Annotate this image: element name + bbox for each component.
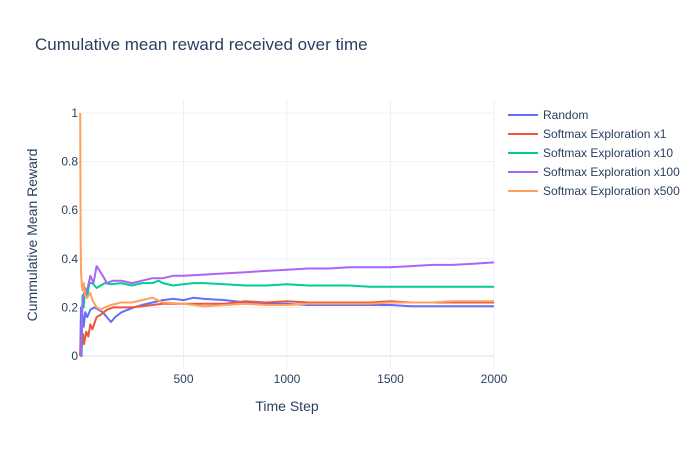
x-axis-title: Time Step [255,398,318,414]
y-tick-label: 0.4 [61,252,78,266]
legend-label: Random [543,108,588,122]
legend-item[interactable]: Softmax Exploration x1 [508,127,667,141]
y-tick-label: 0 [71,349,78,363]
y-axis-title: Cummulative Mean Reward [24,149,40,322]
grid [80,100,495,369]
x-tick-label: 1500 [377,372,404,386]
x-axis-ticks: 500 1000 1500 2000 [173,372,507,386]
series-line [79,296,494,357]
legend-item[interactable]: Softmax Exploration x100 [508,165,680,179]
x-tick-label: 1000 [274,372,301,386]
legend-item[interactable]: Softmax Exploration x500 [508,184,680,198]
legend-label: Softmax Exploration x1 [543,127,667,141]
series-lines [79,112,495,357]
y-tick-label: 1 [71,106,78,120]
x-tick-label: 2000 [481,372,508,386]
chart-title: Cumulative mean reward received over tim… [35,35,368,54]
x-tick-label: 500 [173,372,193,386]
legend-label: Softmax Exploration x500 [543,184,680,198]
y-tick-label: 0.2 [61,300,78,314]
y-tick-label: 0.8 [61,155,78,169]
legend-item[interactable]: Softmax Exploration x10 [508,146,673,160]
legend-item[interactable]: Random [508,108,588,122]
series-line [80,261,495,357]
y-tick-label: 0.6 [61,203,78,217]
legend[interactable]: Random Softmax Exploration x1 Softmax Expl… [508,108,680,198]
legend-label: Softmax Exploration x100 [543,165,680,179]
y-axis-ticks: 0 0.2 0.4 0.6 0.8 1 [61,106,78,363]
series-line [79,112,494,311]
legend-label: Softmax Exploration x10 [543,146,673,160]
series-line [79,300,494,357]
